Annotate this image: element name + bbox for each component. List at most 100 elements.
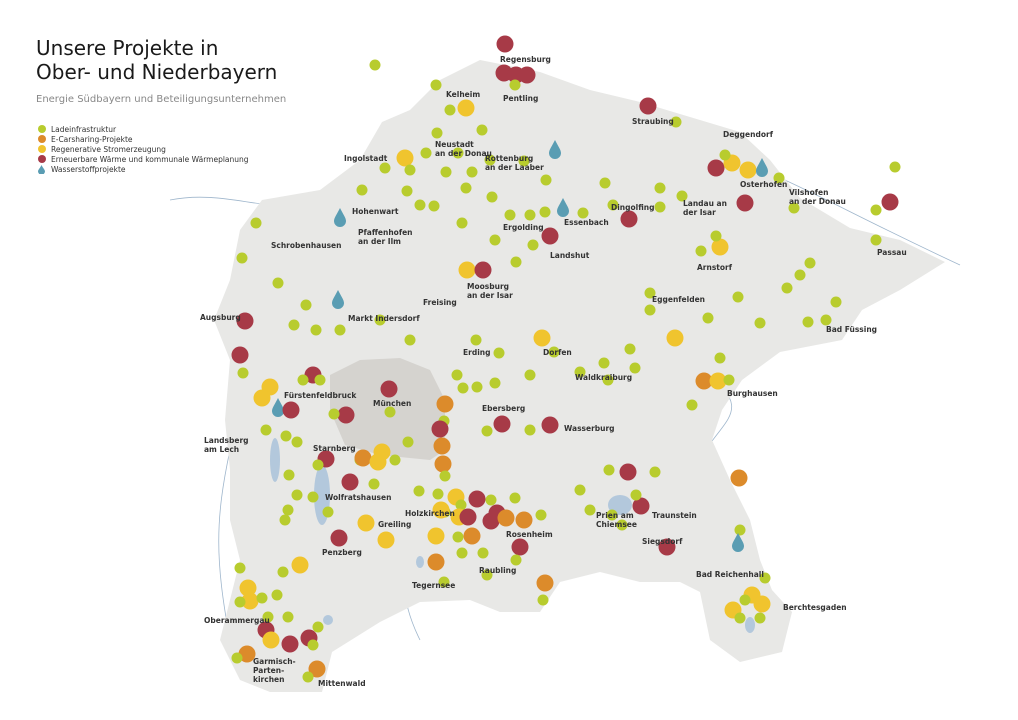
- marker-charging[interactable]: [649, 466, 661, 478]
- marker-renewable-heat[interactable]: [468, 490, 486, 508]
- marker-charging[interactable]: [430, 79, 442, 91]
- marker-renewable-heat[interactable]: [736, 194, 754, 212]
- marker-charging[interactable]: [644, 287, 656, 299]
- marker-renewable-heat[interactable]: [281, 635, 299, 653]
- marker-charging[interactable]: [312, 459, 324, 471]
- marker-charging[interactable]: [524, 424, 536, 436]
- marker-charging[interactable]: [734, 612, 746, 624]
- marker-charging[interactable]: [470, 334, 482, 346]
- marker-carsharing[interactable]: [436, 395, 454, 413]
- marker-charging[interactable]: [486, 191, 498, 203]
- marker-renewable-power[interactable]: [739, 161, 757, 179]
- marker-charging[interactable]: [644, 304, 656, 316]
- marker-renewable-heat[interactable]: [431, 420, 449, 438]
- marker-charging[interactable]: [250, 217, 262, 229]
- marker-charging[interactable]: [606, 509, 618, 521]
- marker-charging[interactable]: [384, 406, 396, 418]
- marker-charging[interactable]: [830, 296, 842, 308]
- marker-charging[interactable]: [723, 374, 735, 386]
- marker-renewable-heat[interactable]: [511, 538, 529, 556]
- marker-charging[interactable]: [307, 491, 319, 503]
- marker-renewable-heat[interactable]: [639, 97, 657, 115]
- marker-charging[interactable]: [535, 509, 547, 521]
- marker-charging[interactable]: [456, 547, 468, 559]
- marker-charging[interactable]: [504, 209, 516, 221]
- marker-charging[interactable]: [310, 324, 322, 336]
- marker-charging[interactable]: [234, 596, 246, 608]
- marker-charging[interactable]: [356, 184, 368, 196]
- marker-charging[interactable]: [300, 299, 312, 311]
- marker-charging[interactable]: [471, 381, 483, 393]
- marker-carsharing[interactable]: [434, 455, 452, 473]
- marker-hydrogen[interactable]: [332, 290, 344, 309]
- marker-hydrogen[interactable]: [334, 208, 346, 227]
- marker-renewable-heat[interactable]: [380, 380, 398, 398]
- marker-renewable-heat[interactable]: [341, 473, 359, 491]
- marker-renewable-power[interactable]: [711, 238, 729, 256]
- marker-charging[interactable]: [256, 592, 268, 604]
- marker-charging[interactable]: [322, 506, 334, 518]
- marker-renewable-heat[interactable]: [337, 406, 355, 424]
- marker-charging[interactable]: [773, 172, 785, 184]
- marker-charging[interactable]: [438, 576, 450, 588]
- marker-renewable-heat[interactable]: [482, 512, 500, 530]
- marker-charging[interactable]: [686, 399, 698, 411]
- marker-charging[interactable]: [460, 182, 472, 194]
- marker-renewable-heat[interactable]: [619, 463, 637, 481]
- marker-charging[interactable]: [279, 514, 291, 526]
- marker-charging[interactable]: [428, 200, 440, 212]
- marker-charging[interactable]: [291, 436, 303, 448]
- marker-renewable-power[interactable]: [753, 595, 771, 613]
- marker-carsharing[interactable]: [695, 372, 713, 390]
- marker-charging[interactable]: [802, 316, 814, 328]
- marker-charging[interactable]: [493, 347, 505, 359]
- marker-charging[interactable]: [477, 547, 489, 559]
- marker-charging[interactable]: [870, 204, 882, 216]
- marker-carsharing[interactable]: [433, 437, 451, 455]
- marker-carsharing[interactable]: [515, 511, 533, 529]
- marker-carsharing[interactable]: [497, 509, 515, 527]
- marker-charging[interactable]: [624, 343, 636, 355]
- marker-renewable-power[interactable]: [432, 501, 450, 519]
- marker-charging[interactable]: [518, 155, 530, 167]
- marker-charging[interactable]: [804, 257, 816, 269]
- marker-charging[interactable]: [260, 424, 272, 436]
- marker-charging[interactable]: [524, 209, 536, 221]
- marker-renewable-power[interactable]: [377, 531, 395, 549]
- marker-charging[interactable]: [444, 104, 456, 116]
- marker-charging[interactable]: [654, 182, 666, 194]
- marker-charging[interactable]: [598, 357, 610, 369]
- marker-renewable-heat[interactable]: [518, 66, 536, 84]
- marker-charging[interactable]: [484, 154, 496, 166]
- marker-charging[interactable]: [401, 185, 413, 197]
- marker-charging[interactable]: [654, 201, 666, 213]
- marker-carsharing[interactable]: [427, 553, 445, 571]
- marker-charging[interactable]: [452, 147, 464, 159]
- marker-charging[interactable]: [280, 430, 292, 442]
- marker-charging[interactable]: [676, 190, 688, 202]
- marker-renewable-heat[interactable]: [620, 210, 638, 228]
- marker-charging[interactable]: [439, 470, 451, 482]
- marker-renewable-heat[interactable]: [231, 346, 249, 364]
- marker-charging[interactable]: [369, 59, 381, 71]
- marker-charging[interactable]: [413, 485, 425, 497]
- marker-carsharing[interactable]: [536, 574, 554, 592]
- marker-charging[interactable]: [236, 252, 248, 264]
- marker-charging[interactable]: [548, 346, 560, 358]
- marker-renewable-heat[interactable]: [658, 538, 676, 556]
- marker-charging[interactable]: [476, 124, 488, 136]
- marker-renewable-power[interactable]: [239, 579, 257, 597]
- marker-renewable-power[interactable]: [369, 453, 387, 471]
- marker-hydrogen[interactable]: [756, 158, 768, 177]
- marker-charging[interactable]: [759, 572, 771, 584]
- marker-renewable-power[interactable]: [533, 329, 551, 347]
- marker-charging[interactable]: [537, 594, 549, 606]
- marker-charging[interactable]: [277, 566, 289, 578]
- marker-charging[interactable]: [282, 611, 294, 623]
- marker-charging[interactable]: [481, 569, 493, 581]
- marker-charging[interactable]: [577, 207, 589, 219]
- marker-charging[interactable]: [402, 436, 414, 448]
- marker-charging[interactable]: [420, 147, 432, 159]
- marker-renewable-heat[interactable]: [707, 159, 725, 177]
- marker-charging[interactable]: [466, 166, 478, 178]
